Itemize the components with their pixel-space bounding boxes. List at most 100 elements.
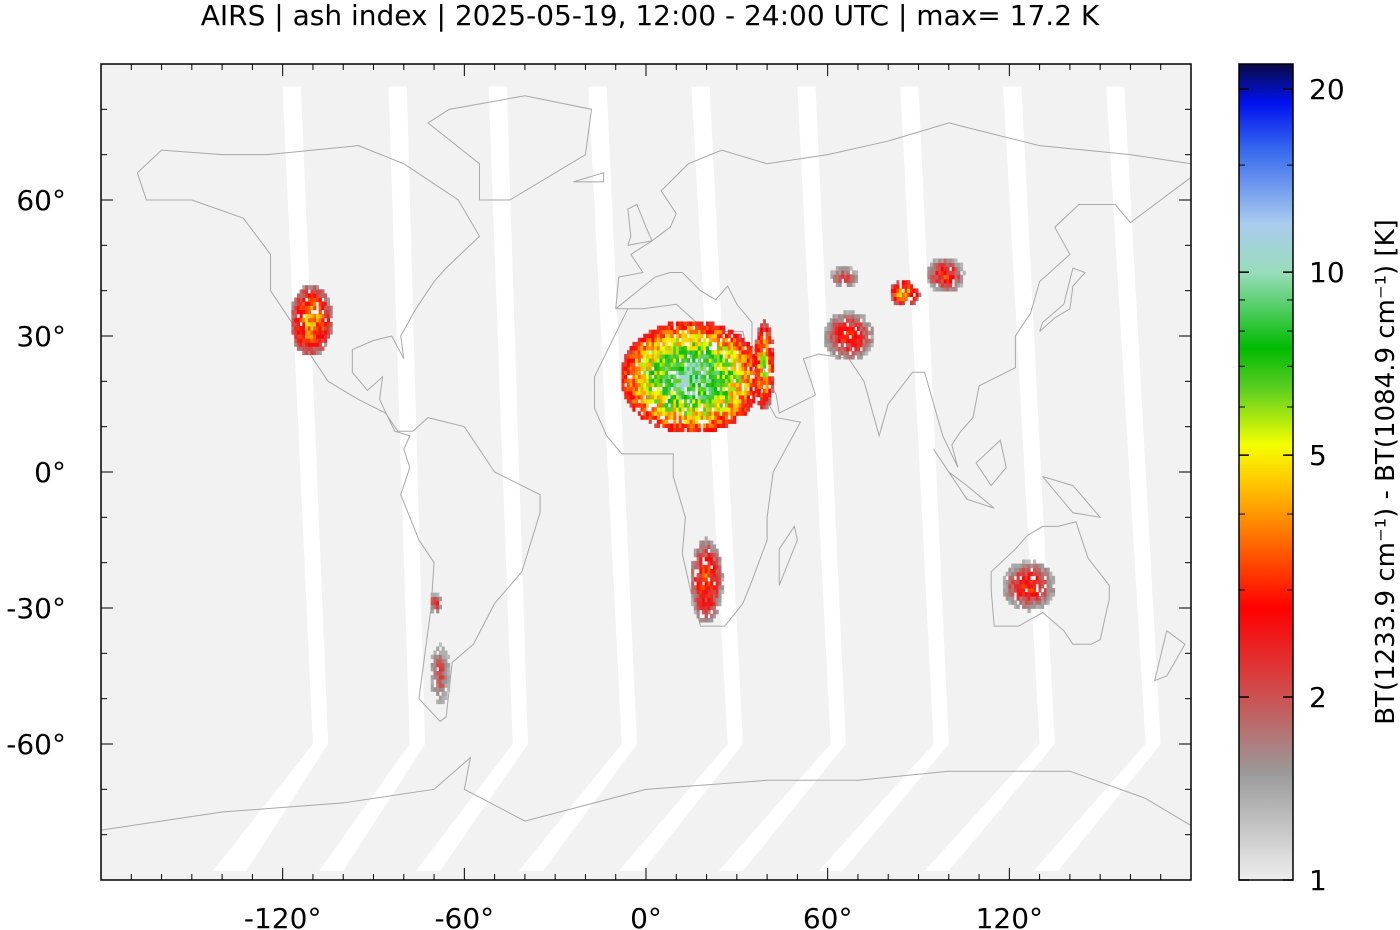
ash-cell: [673, 415, 677, 420]
ash-cell: [771, 380, 775, 385]
ash-cell: [904, 284, 908, 289]
ash-cell: [637, 382, 641, 388]
ash-cell: [1033, 567, 1037, 573]
ash-cell: [651, 346, 655, 351]
ash-cell: [711, 354, 715, 359]
ash-cell: [702, 544, 706, 549]
ash-cell: [637, 337, 641, 343]
ash-cell: [667, 399, 671, 404]
ash-cell: [441, 687, 445, 692]
ash-cell: [692, 354, 696, 359]
ash-cell: [689, 341, 693, 347]
ash-cell: [430, 662, 434, 668]
ash-cell: [943, 266, 947, 272]
ash-cell: [640, 350, 644, 355]
ash-cell: [648, 354, 652, 359]
ash-cell: [754, 360, 758, 365]
ash-cell: [957, 274, 961, 280]
ash-cell: [1046, 596, 1050, 601]
ash-cell: [316, 317, 320, 323]
ash-cell: [765, 384, 769, 389]
ash-cell: [651, 382, 655, 388]
ash-cell: [741, 407, 745, 412]
ash-cell: [838, 270, 842, 275]
ash-cell: [686, 374, 690, 379]
ash-cell: [626, 358, 630, 363]
ash-cell: [746, 407, 750, 412]
ash-cell: [673, 341, 677, 347]
ash-cell: [714, 329, 718, 335]
ash-cell: [949, 278, 953, 284]
ash-cell: [746, 350, 750, 355]
ash-cell: [901, 296, 905, 302]
ash-cell: [305, 350, 309, 355]
ash-cell: [629, 346, 633, 351]
ash-cell: [715, 569, 719, 574]
ash-cell: [678, 382, 682, 388]
ash-cell: [689, 423, 693, 428]
ash-cell: [733, 407, 737, 412]
ash-cell: [846, 338, 850, 344]
ash-cell: [765, 400, 769, 406]
ash-cell: [699, 581, 703, 586]
ash-cell: [765, 339, 769, 345]
ash-cell: [1016, 592, 1020, 597]
ash-cell: [741, 374, 745, 379]
ash-cell: [436, 604, 440, 610]
ash-cell: [686, 407, 690, 412]
ash-cell: [765, 388, 769, 394]
ash-cell: [294, 301, 298, 306]
ash-cell: [1043, 592, 1047, 597]
ash-cell: [859, 330, 863, 336]
ash-cell: [870, 334, 874, 340]
ash-cell: [706, 370, 710, 375]
ash-cell: [757, 343, 761, 349]
ash-cell: [704, 564, 708, 570]
ash-cell: [771, 364, 775, 369]
ash-cell: [676, 390, 680, 396]
ash-cell: [733, 341, 737, 347]
ash-cell: [294, 313, 298, 319]
ash-cell: [760, 351, 764, 357]
ash-cell: [662, 386, 666, 392]
ash-cell: [302, 289, 306, 294]
ash-cell: [829, 330, 833, 336]
ash-cell: [318, 342, 322, 347]
ash-cell: [699, 569, 703, 574]
ash-cell: [681, 370, 685, 375]
ash-cell: [681, 329, 685, 335]
ash-cell: [637, 390, 641, 396]
ash-cell: [733, 390, 737, 396]
ash-cell: [700, 333, 704, 339]
ash-cell: [721, 577, 725, 582]
ash-cell: [696, 581, 700, 586]
ash-cell: [691, 569, 695, 574]
ash-cell: [1011, 592, 1015, 597]
ash-cell: [695, 411, 699, 416]
ash-cell: [692, 366, 696, 371]
ash-cell: [676, 370, 680, 375]
ash-cell: [711, 350, 715, 355]
ash-cell: [1016, 575, 1020, 581]
ash-cell: [695, 427, 699, 433]
ash-cell: [844, 278, 848, 283]
ash-cell: [684, 403, 688, 408]
ash-cell: [1011, 579, 1015, 585]
ash-cell: [686, 390, 690, 396]
ash-cell: [643, 362, 647, 367]
ash-cell: [693, 552, 697, 558]
ash-cell: [1052, 592, 1056, 597]
x-tick-label: 60°: [803, 902, 853, 930]
ash-cell: [686, 382, 690, 388]
ash-cell: [307, 321, 311, 327]
ash-cell: [1052, 575, 1056, 581]
ash-cell: [651, 337, 655, 343]
ash-cell: [695, 374, 699, 379]
ash-cell: [307, 301, 311, 306]
swath-gaps: [213, 86, 1161, 871]
ash-cell: [691, 589, 695, 594]
ash-cell: [859, 351, 863, 356]
ash-cell: [744, 374, 748, 379]
ash-cell: [704, 581, 708, 586]
ash-cell: [676, 427, 680, 433]
